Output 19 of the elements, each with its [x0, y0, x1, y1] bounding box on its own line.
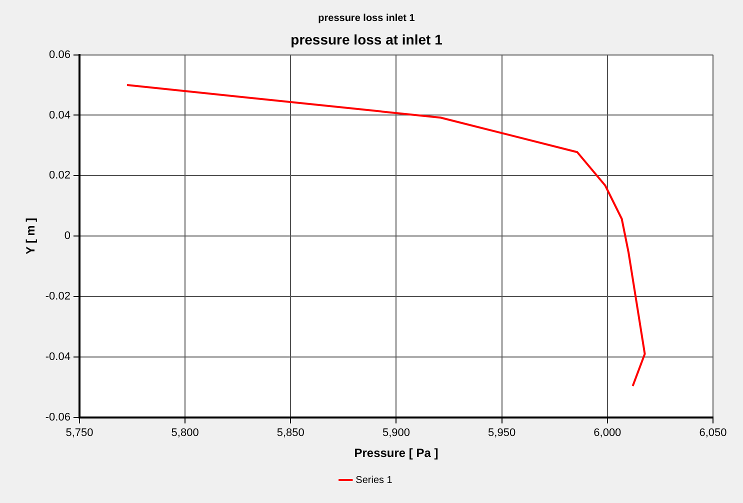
- legend-label: Series 1: [356, 474, 393, 486]
- x-tick-label: 6,050: [699, 427, 727, 440]
- y-tick-label: -0.02: [45, 290, 70, 303]
- x-axis-title: Pressure [ Pa ]: [354, 446, 438, 460]
- chart-title: pressure loss inlet 1: [318, 12, 416, 24]
- chart-subtitle: pressure loss at inlet 1: [290, 31, 443, 48]
- x-tick-label: 6,000: [594, 427, 622, 440]
- y-axis-title: Y [ m ]: [24, 218, 38, 254]
- y-tick-label: 0.04: [49, 109, 70, 122]
- x-tick-label: 5,850: [276, 427, 304, 440]
- y-tick-label: 0.02: [49, 170, 70, 182]
- y-tick-label: -0.06: [45, 411, 70, 424]
- x-tick-label: 5,750: [66, 427, 94, 440]
- y-tick-label: -0.04: [45, 351, 70, 363]
- y-tick-label: 0.06: [49, 48, 70, 61]
- x-tick-label: 5,900: [382, 427, 410, 440]
- x-tick-label: 5,800: [171, 427, 199, 440]
- x-tick-label: 5,950: [488, 427, 516, 440]
- y-tick-label: 0: [64, 230, 70, 242]
